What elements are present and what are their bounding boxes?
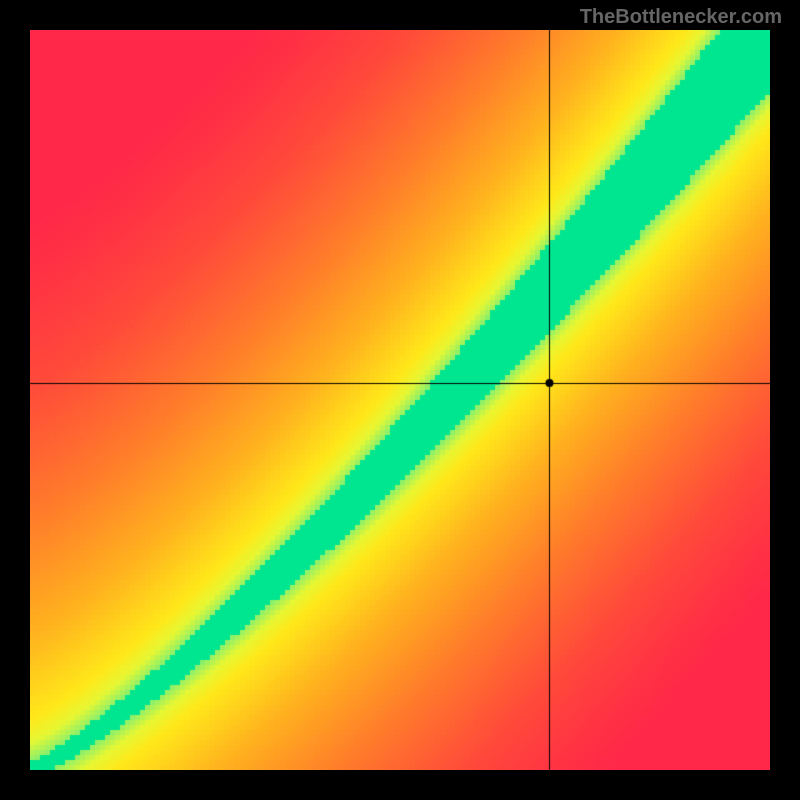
chart-container: TheBottlenecker.com bbox=[0, 0, 800, 800]
bottleneck-heatmap bbox=[30, 30, 770, 770]
watermark-text: TheBottlenecker.com bbox=[580, 6, 782, 29]
